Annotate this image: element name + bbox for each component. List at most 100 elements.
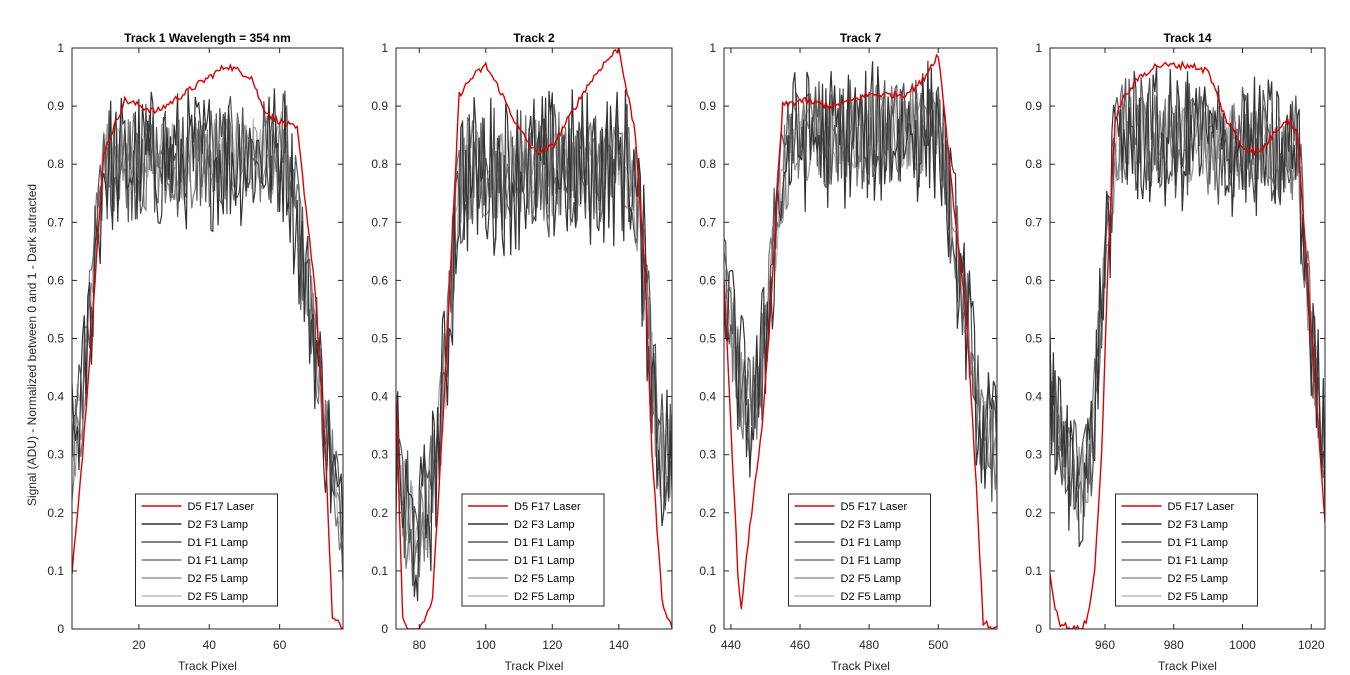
y-tick-label: 0.1 — [47, 564, 64, 578]
x-tick-label: 20 — [132, 638, 146, 652]
x-tick-label: 140 — [609, 638, 629, 652]
y-tick-label: 0.1 — [371, 564, 388, 578]
y-tick-label: 0.9 — [1025, 99, 1042, 113]
x-tick-label: 1020 — [1298, 638, 1325, 652]
legend-entry: D5 F17 Laser — [1168, 501, 1235, 513]
series-group — [72, 63, 343, 629]
y-tick-label: 0.2 — [699, 506, 716, 520]
legend-entry: D1 F1 Lamp — [514, 555, 575, 567]
y-tick-label: 0.6 — [47, 273, 64, 287]
x-tick-label: 980 — [1164, 638, 1184, 652]
legend-entry: D5 F17 Laser — [514, 501, 581, 513]
y-tick-label: 0.6 — [699, 273, 716, 287]
legend-entry: D2 F3 Lamp — [841, 519, 902, 531]
legend-entry: D1 F1 Lamp — [1168, 537, 1229, 549]
x-tick-label: 1000 — [1229, 638, 1256, 652]
legend-entry: D2 F5 Lamp — [1168, 573, 1229, 585]
y-tick-label: 0.2 — [47, 506, 64, 520]
x-tick-label: 460 — [790, 638, 810, 652]
legend: D5 F17 Laser D2 F3 Lamp D1 F1 Lamp D1 F1 La… — [135, 493, 278, 607]
x-axis-label: Track Pixel — [178, 659, 237, 673]
y-tick-label: 0.1 — [699, 564, 716, 578]
legend-box — [1115, 493, 1258, 607]
y-tick-label: 0.8 — [47, 157, 64, 171]
y-tick-label: 0 — [57, 622, 64, 636]
x-tick-label: 480 — [859, 638, 879, 652]
legend-entry: D2 F5 Lamp — [514, 573, 575, 585]
series-line-lamp-1 — [72, 88, 343, 540]
legend-entry: D1 F1 Lamp — [841, 555, 902, 567]
legend: D5 F17 Laser D2 F3 Lamp D1 F1 Lamp D1 F1 La… — [1115, 493, 1258, 607]
y-tick-label: 0.7 — [47, 215, 64, 229]
x-axis-label: Track Pixel — [505, 659, 564, 673]
legend-entry: D5 F17 Laser — [841, 501, 908, 513]
x-tick-label: 960 — [1095, 638, 1115, 652]
x-tick-label: 60 — [273, 638, 287, 652]
y-tick-label: 0.3 — [699, 448, 716, 462]
legend: D5 F17 Laser D2 F3 Lamp D1 F1 Lamp D1 F1 La… — [461, 493, 605, 607]
y-tick-label: 1 — [1035, 41, 1042, 55]
legend-box — [461, 493, 605, 607]
series-line-laser — [724, 53, 997, 629]
x-tick-label: 440 — [721, 638, 741, 652]
y-tick-label: 0 — [709, 622, 716, 636]
legend-entry: D2 F5 Lamp — [841, 591, 902, 603]
panel-title: Track 1 Wavelength = 354 nm — [124, 31, 291, 45]
panel-title: Track 2 — [513, 31, 555, 45]
panel-title: Track 7 — [840, 31, 882, 45]
legend-entry: D2 F5 Lamp — [1168, 591, 1229, 603]
y-tick-label: 1 — [57, 41, 64, 55]
y-tick-label: 1 — [709, 41, 716, 55]
y-tick-label: 0.7 — [699, 215, 716, 229]
panel-title: Track 14 — [1163, 31, 1211, 45]
legend-entry: D2 F5 Lamp — [841, 573, 902, 585]
legend-entry: D1 F1 Lamp — [841, 537, 902, 549]
y-tick-label: 1 — [381, 41, 388, 55]
series-group — [1050, 60, 1325, 629]
y-tick-label: 0 — [1035, 622, 1042, 636]
y-tick-label: 0.4 — [371, 390, 388, 404]
y-tick-label: 0.3 — [371, 448, 388, 462]
y-tick-label: 0 — [381, 622, 388, 636]
y-tick-label: 0.2 — [1025, 506, 1042, 520]
legend-entry: D2 F3 Lamp — [1168, 519, 1229, 531]
y-tick-label: 0.9 — [371, 99, 388, 113]
y-tick-label: 0.6 — [371, 273, 388, 287]
y-tick-label: 0.3 — [47, 448, 64, 462]
series-line-lamp-1 — [1050, 64, 1325, 548]
y-tick-label: 0.9 — [699, 99, 716, 113]
legend-entry: D2 F5 Lamp — [514, 591, 575, 603]
y-tick-label: 0.1 — [1025, 564, 1042, 578]
series-line-laser — [72, 63, 343, 629]
legend-box — [788, 493, 931, 607]
series-group — [724, 53, 997, 629]
y-tick-label: 0.8 — [699, 157, 716, 171]
series-group — [396, 48, 672, 629]
y-tick-label: 0.5 — [699, 332, 716, 346]
x-tick-label: 80 — [413, 638, 427, 652]
legend-entry: D1 F1 Lamp — [188, 555, 249, 567]
y-tick-label: 0.8 — [371, 157, 388, 171]
y-tick-label: 0.9 — [47, 99, 64, 113]
panel-1: 0 0.1 0.2 0.3 0.4 0.5 0.6 0.7 0.8 0.9 1 20 40 60 Track… — [47, 31, 344, 673]
legend-entry: D1 F1 Lamp — [188, 537, 249, 549]
y-tick-label: 0.7 — [1025, 215, 1042, 229]
panel-3: 0 0.1 0.2 0.3 0.4 0.5 0.6 0.7 0.8 0.9 1 440 460 480 50… — [699, 31, 998, 673]
x-tick-label: 120 — [542, 638, 562, 652]
legend: D5 F17 Laser D2 F3 Lamp D1 F1 Lamp D1 F1 La… — [788, 493, 931, 607]
series-line-laser — [396, 48, 672, 629]
x-axis-label: Track Pixel — [831, 659, 890, 673]
legend-box — [135, 493, 278, 607]
series-line-laser — [1050, 60, 1325, 629]
y-tick-label: 0.8 — [1025, 157, 1042, 171]
y-tick-label: 0.6 — [1025, 273, 1042, 287]
x-tick-label: 500 — [928, 638, 948, 652]
x-tick-label: 40 — [203, 638, 217, 652]
legend-entry: D2 F5 Lamp — [188, 591, 249, 603]
y-tick-label: 0.7 — [371, 215, 388, 229]
y-tick-label: 0.4 — [47, 390, 64, 404]
series-line-lamp-3 — [724, 82, 997, 490]
panel-2: 0 0.1 0.2 0.3 0.4 0.5 0.6 0.7 0.8 0.9 1 80 100 120 140… — [371, 31, 673, 673]
legend-entry: D2 F3 Lamp — [188, 519, 249, 531]
